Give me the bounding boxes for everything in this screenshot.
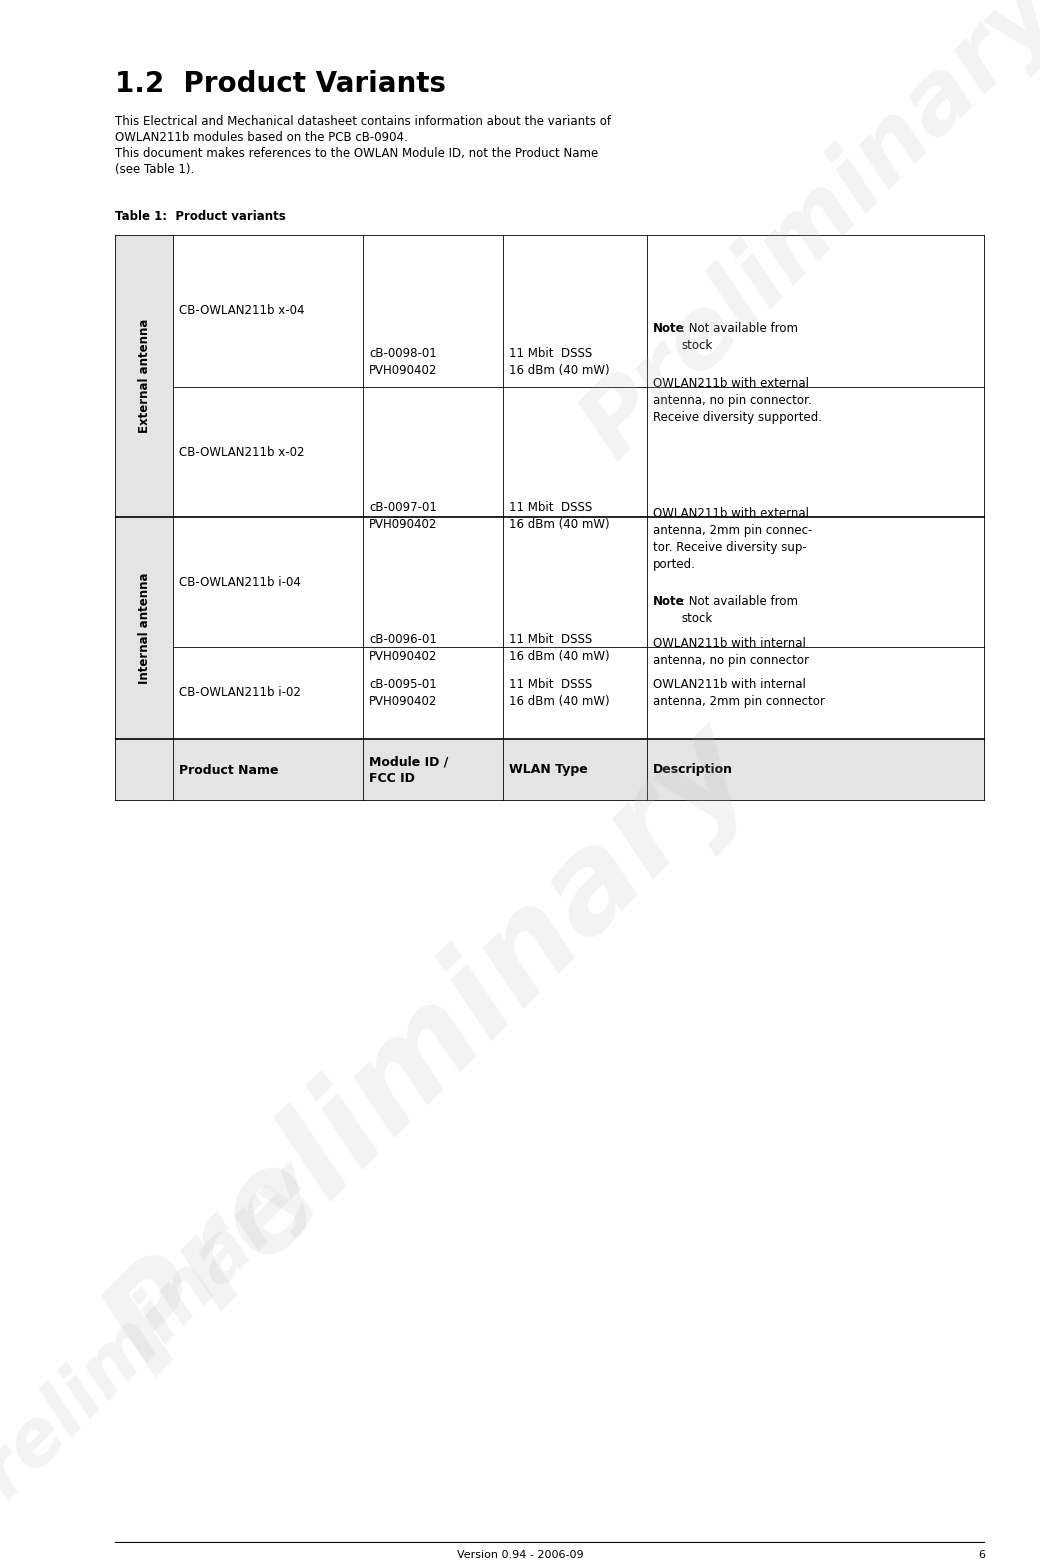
Text: Note: Note	[653, 595, 684, 607]
Text: Table 1:  Product variants: Table 1: Product variants	[115, 211, 286, 223]
Text: External antenna: External antenna	[137, 318, 151, 434]
Text: OWLAN211b with internal
antenna, no pin connector: OWLAN211b with internal antenna, no pin …	[653, 637, 809, 667]
Text: Preliminary: Preliminary	[0, 1149, 332, 1552]
Text: Internal antenna: Internal antenna	[137, 573, 151, 684]
Text: Product Name: Product Name	[179, 763, 279, 776]
Text: Note: Note	[653, 322, 684, 336]
Text: WLAN Type: WLAN Type	[509, 763, 588, 776]
Text: 6: 6	[978, 1550, 985, 1559]
Text: cB-0097-01
PVH090402: cB-0097-01 PVH090402	[369, 501, 438, 531]
Text: CB-OWLAN211b x-02: CB-OWLAN211b x-02	[179, 445, 305, 459]
Bar	[115, 517, 173, 738]
Text: Preliminary: Preliminary	[82, 702, 778, 1397]
Text: Preliminary: Preliminary	[564, 0, 1040, 476]
Text: : Not available from
stock: : Not available from stock	[681, 322, 798, 351]
Text: 11 Mbit  DSSS
16 dBm (40 mW): 11 Mbit DSSS 16 dBm (40 mW)	[509, 677, 609, 709]
Text: This Electrical and Mechanical datasheet contains information about the variants: This Electrical and Mechanical datasheet…	[115, 116, 612, 128]
Text: 11 Mbit  DSSS
16 dBm (40 mW): 11 Mbit DSSS 16 dBm (40 mW)	[509, 501, 609, 531]
Text: Module ID /
FCC ID: Module ID / FCC ID	[369, 756, 448, 785]
Text: OWLAN211b with internal
antenna, 2mm pin connector: OWLAN211b with internal antenna, 2mm pin…	[653, 677, 825, 709]
Text: Description: Description	[653, 763, 733, 776]
Text: OWLAN211b with external
antenna, no pin connector.
Receive diversity supported.: OWLAN211b with external antenna, no pin …	[653, 378, 822, 425]
Text: OWLAN211b with external
antenna, 2mm pin connec-
tor. Receive diversity sup-
por: OWLAN211b with external antenna, 2mm pin…	[653, 507, 812, 571]
Text: CB-OWLAN211b i-02: CB-OWLAN211b i-02	[179, 687, 301, 699]
Text: This document makes references to the OWLAN Module ID, not the Product Name: This document makes references to the OW…	[115, 147, 598, 159]
Text: 11 Mbit  DSSS
16 dBm (40 mW): 11 Mbit DSSS 16 dBm (40 mW)	[509, 347, 609, 378]
Text: cB-0096-01
PVH090402: cB-0096-01 PVH090402	[369, 634, 438, 663]
Bar	[115, 236, 173, 517]
Text: cB-0095-01
PVH090402: cB-0095-01 PVH090402	[369, 677, 438, 709]
Text: Version 0.94 - 2006-09: Version 0.94 - 2006-09	[457, 1550, 583, 1559]
Text: OWLAN211b modules based on the PCB cB-0904.: OWLAN211b modules based on the PCB cB-09…	[115, 131, 408, 144]
Text: 1.2  Product Variants: 1.2 Product Variants	[115, 70, 446, 98]
Text: cB-0098-01
PVH090402: cB-0098-01 PVH090402	[369, 347, 438, 378]
Text: 11 Mbit  DSSS
16 dBm (40 mW): 11 Mbit DSSS 16 dBm (40 mW)	[509, 634, 609, 663]
Text: CB-OWLAN211b x-04: CB-OWLAN211b x-04	[179, 304, 305, 317]
Text: CB-OWLAN211b i-04: CB-OWLAN211b i-04	[179, 576, 301, 588]
Text: (see Table 1).: (see Table 1).	[115, 162, 194, 176]
Bar	[115, 738, 985, 801]
Text: : Not available from
stock: : Not available from stock	[681, 595, 798, 624]
